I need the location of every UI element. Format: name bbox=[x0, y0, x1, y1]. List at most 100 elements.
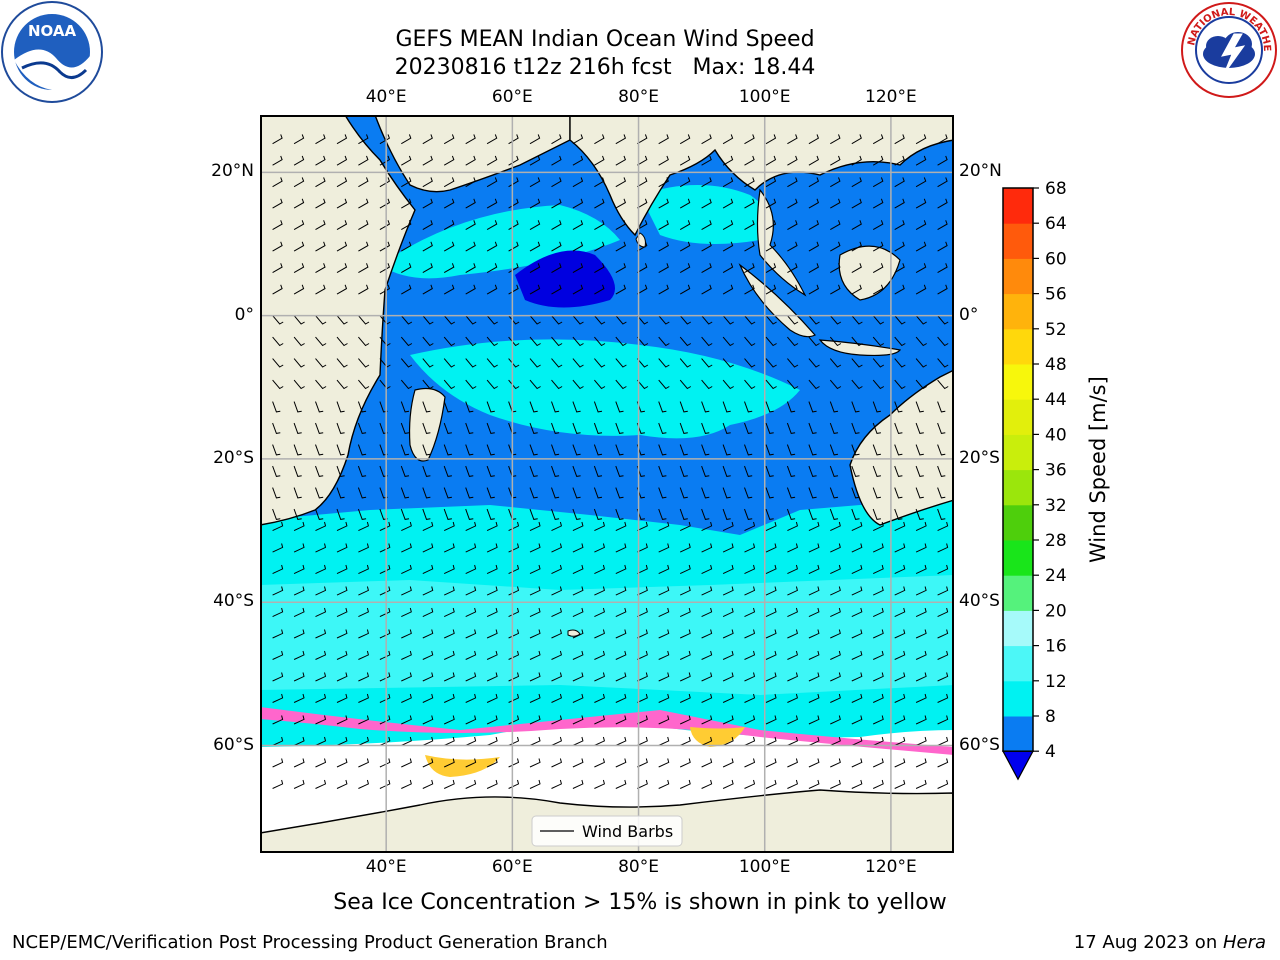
lon-tick-label-bottom: 60°E bbox=[491, 857, 533, 877]
wind-barb bbox=[551, 284, 562, 295]
wind-barb bbox=[486, 401, 495, 413]
wind-barb bbox=[744, 134, 755, 145]
map-legend: Wind Barbs bbox=[531, 815, 683, 847]
wind-barb bbox=[358, 586, 369, 596]
wind-barb bbox=[443, 422, 452, 434]
wind-barb bbox=[894, 650, 906, 660]
wind-barb bbox=[594, 198, 605, 209]
wind-barb bbox=[786, 487, 796, 499]
wind-barb bbox=[679, 543, 691, 553]
wind-barb bbox=[744, 715, 756, 725]
wind-barb bbox=[637, 543, 648, 553]
wind-barb bbox=[658, 379, 670, 390]
wind-barb bbox=[808, 779, 820, 789]
wind-barb bbox=[594, 263, 605, 274]
wind-barb bbox=[272, 198, 283, 209]
wind-barb bbox=[293, 284, 305, 295]
wind-barb bbox=[615, 315, 627, 325]
wind-barb bbox=[787, 379, 799, 390]
wind-barb bbox=[744, 508, 753, 520]
wind-barb bbox=[551, 263, 562, 274]
wind-barb bbox=[443, 629, 455, 639]
lat-tick-label-left: 40°S bbox=[213, 591, 254, 612]
wind-barb bbox=[443, 220, 455, 231]
wind-barb bbox=[486, 521, 498, 532]
wind-barb bbox=[379, 650, 391, 660]
wind-barb bbox=[400, 487, 410, 499]
sea-ice-yellow-patch-2 bbox=[690, 727, 745, 747]
wind-barb bbox=[551, 379, 563, 390]
wind-patch-low bbox=[515, 250, 615, 308]
wind-barb bbox=[422, 758, 434, 768]
wind-barb bbox=[872, 444, 881, 456]
wind-band-12-16 bbox=[260, 575, 954, 695]
wind-barb bbox=[787, 134, 798, 145]
wind-barb bbox=[701, 521, 713, 532]
colorbar-segment bbox=[1003, 188, 1033, 224]
sea-ice-pink-band bbox=[260, 707, 954, 755]
wind-barb bbox=[422, 379, 434, 390]
wind-barb bbox=[593, 401, 603, 413]
wind-barb bbox=[872, 736, 884, 746]
wind-barb bbox=[894, 586, 906, 596]
wind-barb bbox=[722, 521, 734, 532]
wind-barb bbox=[293, 564, 305, 575]
wind-barb bbox=[401, 564, 412, 575]
wind-barb bbox=[422, 401, 431, 413]
wind-barb bbox=[744, 672, 756, 682]
wind-barb bbox=[658, 220, 669, 231]
wind-barb bbox=[551, 736, 562, 746]
wind-barb bbox=[658, 758, 670, 768]
wind-barb bbox=[272, 465, 281, 477]
wind-barb bbox=[529, 715, 541, 725]
colorbar-tick-label: 20 bbox=[1045, 601, 1067, 621]
wind-barb bbox=[486, 586, 498, 596]
wind-barb bbox=[937, 521, 949, 532]
colorbar-segment bbox=[1003, 610, 1033, 647]
wind-barb bbox=[572, 358, 584, 368]
lon-tick-label-top: 60°E bbox=[491, 87, 533, 107]
wind-barb bbox=[851, 241, 862, 252]
wind-barb bbox=[615, 693, 627, 703]
wind-barb bbox=[272, 564, 284, 575]
wind-barb bbox=[293, 736, 305, 746]
wind-barb bbox=[701, 543, 713, 553]
wind-barb bbox=[744, 358, 756, 368]
wind-barb bbox=[336, 263, 348, 274]
wind-barb bbox=[551, 444, 560, 456]
wind-barb bbox=[937, 607, 949, 618]
wind-barb bbox=[808, 198, 820, 209]
wind-barb bbox=[787, 564, 798, 575]
wind-barb bbox=[336, 241, 348, 252]
wind-barb bbox=[443, 198, 455, 209]
wind-barb bbox=[658, 779, 670, 789]
colorbar-tick-label: 32 bbox=[1045, 496, 1067, 516]
wind-barb bbox=[679, 134, 691, 145]
wind-barb bbox=[272, 487, 281, 499]
wind-barb bbox=[615, 198, 627, 209]
wind-barb bbox=[744, 586, 756, 596]
wind-barb bbox=[336, 758, 348, 768]
wind-barb bbox=[465, 198, 476, 209]
wind-barb bbox=[593, 465, 603, 477]
lon-tick-label-top: 80°E bbox=[618, 87, 659, 107]
wind-barb bbox=[315, 715, 327, 725]
wind-barb bbox=[830, 779, 841, 789]
wind-barb bbox=[594, 315, 606, 325]
wind-barb bbox=[872, 487, 881, 499]
wind-barb bbox=[937, 401, 946, 413]
wind-barb bbox=[486, 241, 498, 252]
wind-barb bbox=[357, 508, 367, 520]
lon-tick-label-bottom: 100°E bbox=[738, 857, 791, 877]
wind-barb bbox=[744, 155, 755, 166]
wind-barb bbox=[894, 672, 906, 682]
wind-barb bbox=[637, 629, 648, 639]
wind-barb bbox=[551, 401, 560, 413]
wind-barb bbox=[679, 284, 691, 295]
wind-barb bbox=[915, 758, 927, 768]
wind-barb bbox=[765, 358, 777, 368]
wind-barb bbox=[851, 543, 863, 553]
wind-barb bbox=[443, 315, 456, 325]
wind-barb bbox=[379, 586, 391, 596]
wind-barb bbox=[401, 607, 412, 618]
